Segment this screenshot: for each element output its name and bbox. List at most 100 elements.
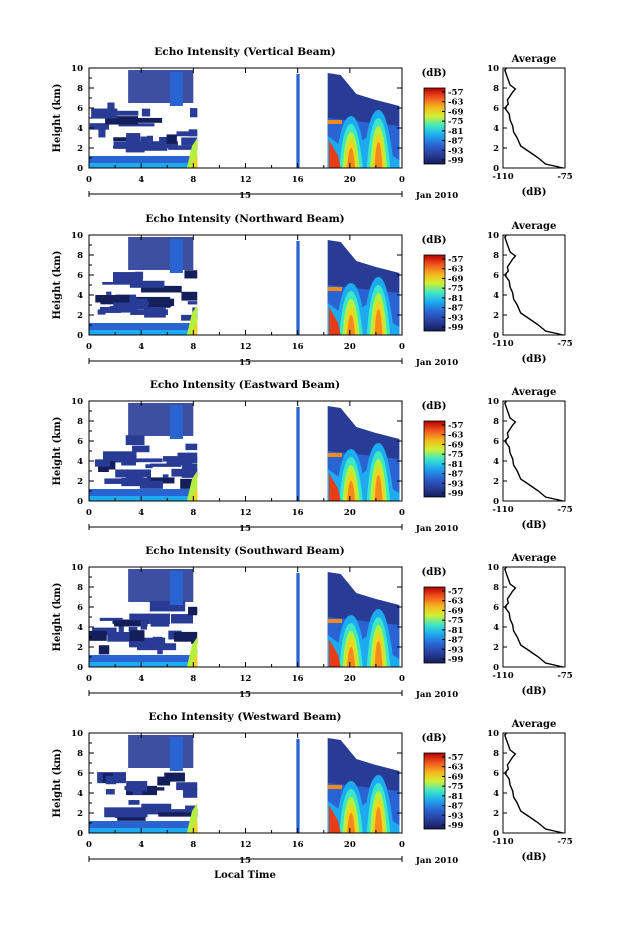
profile-title: Average (511, 719, 557, 730)
x-tick-label: 4 (138, 674, 144, 684)
profile-x-tick-label: -75 (557, 837, 572, 847)
y-tick-label: 2 (77, 144, 83, 154)
profile-x-tick-label: -110 (492, 837, 513, 847)
y-tick-label: 2 (77, 809, 83, 819)
colorbar-tick-label: -75 (448, 117, 463, 127)
profile-y-tick-label: 4 (493, 124, 499, 134)
profile-title: Average (511, 553, 557, 564)
y-tick-label: 0 (77, 164, 83, 174)
panel-title: Echo Intensity (Eastward Beam) (150, 379, 340, 391)
y-axis-label: Height (km) (52, 84, 63, 153)
profile-title: Average (511, 387, 557, 398)
date-label: Jan 2010 (415, 524, 458, 534)
x-axis-label: Local Time (214, 870, 276, 881)
profile-frame (502, 400, 566, 502)
y-tick-label: 10 (71, 563, 83, 573)
y-tick-label: 4 (77, 457, 83, 467)
profile-y-tick-label: 6 (493, 769, 499, 779)
colorbar-label: (dB) (422, 733, 447, 744)
colorbar-tick-label: -87 (448, 304, 463, 314)
colorbar-label: (dB) (422, 401, 447, 412)
profile-y-tick-label: 8 (493, 251, 499, 261)
panel-title: Echo Intensity (Westward Beam) (148, 711, 341, 723)
colorbar-tick-label: -99 (448, 156, 463, 166)
echo-field (89, 70, 400, 168)
y-axis-label: Height (km) (52, 749, 63, 818)
colorbar-tick-label: -81 (448, 626, 463, 636)
y-tick-label: 0 (77, 497, 83, 507)
x-tick-label: 12 (240, 175, 252, 185)
profile-y-tick-label: 2 (493, 643, 499, 653)
profile-x-tick-label: -75 (557, 505, 572, 515)
colorbar-tick-label: -57 (448, 587, 463, 597)
echo-block-morning (89, 569, 198, 667)
colorbar-label: (dB) (422, 567, 447, 578)
profile-y-tick-label: 4 (493, 623, 499, 633)
panel-1: Echo Intensity (Vertical Beam) 0 2 4 6 8 10 Hei… (52, 46, 573, 201)
colorbar-tick-label: -69 (448, 606, 463, 616)
colorbar-tick-label: -99 (448, 655, 463, 665)
colorbar-tick-label: -69 (448, 107, 463, 117)
echo-column-16h (296, 573, 300, 667)
profile-y-tick-label: 6 (493, 603, 499, 613)
x-tick-label: 0 (86, 674, 92, 684)
panel-title: Echo Intensity (Vertical Beam) (154, 46, 335, 58)
x-tick-label: 0 (86, 342, 92, 352)
date-label: Jan 2010 (415, 358, 458, 368)
convective-cell (374, 475, 383, 501)
colorbar-tick-label: -75 (448, 284, 463, 294)
date-label: Jan 2010 (415, 191, 458, 201)
x-tick-label: 0 (86, 508, 92, 518)
colorbar-tick-label: -81 (448, 792, 463, 802)
x-tick-label: 20 (344, 175, 356, 185)
day-label: 15 (239, 524, 251, 534)
x-tick-label: 4 (138, 508, 144, 518)
colorbar-tick-label: -99 (448, 323, 463, 333)
y-tick-label: 2 (77, 477, 83, 487)
profile-x-label: (dB) (522, 187, 547, 198)
colorbar-tick-label: -99 (448, 489, 463, 499)
profile-y-tick-label: 10 (487, 729, 499, 739)
x-tick-label: 16 (292, 342, 304, 352)
x-tick-label: 20 (344, 342, 356, 352)
profile-y-tick-label: 8 (493, 417, 499, 427)
x-tick-label: 16 (292, 840, 304, 850)
x-tick-label: 0 (86, 840, 92, 850)
colorbar-tick-label: -99 (448, 821, 463, 831)
y-tick-label: 6 (77, 603, 83, 613)
colorbar-tick-label: -75 (448, 782, 463, 792)
x-tick-label: 8 (190, 840, 196, 850)
colorbar-tick-label: -75 (448, 450, 463, 460)
y-axis-label: Height (km) (52, 583, 63, 652)
profile-y-tick-label: 8 (493, 583, 499, 593)
profile-frame (502, 566, 566, 668)
x-tick-label: 4 (138, 840, 144, 850)
profile-y-tick-label: 0 (493, 497, 499, 507)
x-tick-label: 8 (190, 175, 196, 185)
y-tick-label: 8 (77, 251, 83, 261)
y-tick-label: 2 (77, 643, 83, 653)
colorbar-tick-label: -93 (448, 811, 463, 821)
x-tick-label: 12 (240, 674, 252, 684)
echo-column-16h (296, 739, 300, 833)
convective-cell (374, 641, 383, 667)
echo-block-evening (327, 240, 400, 335)
colorbar-tick-label: -75 (448, 616, 463, 626)
profile-y-tick-label: 2 (493, 144, 499, 154)
profile-y-tick-label: 8 (493, 84, 499, 94)
convective-cell (347, 813, 356, 833)
colorbar-tick-label: -57 (448, 88, 463, 98)
colorbar-tick-label: -63 (448, 431, 463, 441)
profile-y-tick-label: 10 (487, 563, 499, 573)
echo-block-morning (89, 237, 198, 335)
colorbar-tick-label: -93 (448, 146, 463, 156)
y-tick-label: 0 (77, 331, 83, 341)
echo-column-16h (296, 407, 300, 501)
x-tick-label: 0 (399, 840, 405, 850)
colorbar-tick-label: -63 (448, 597, 463, 607)
profile-line (503, 732, 564, 834)
colorbar-label: (dB) (422, 68, 447, 79)
colorbar-label: (dB) (422, 235, 447, 246)
profile-y-tick-label: 6 (493, 437, 499, 447)
convective-cell (374, 309, 383, 335)
